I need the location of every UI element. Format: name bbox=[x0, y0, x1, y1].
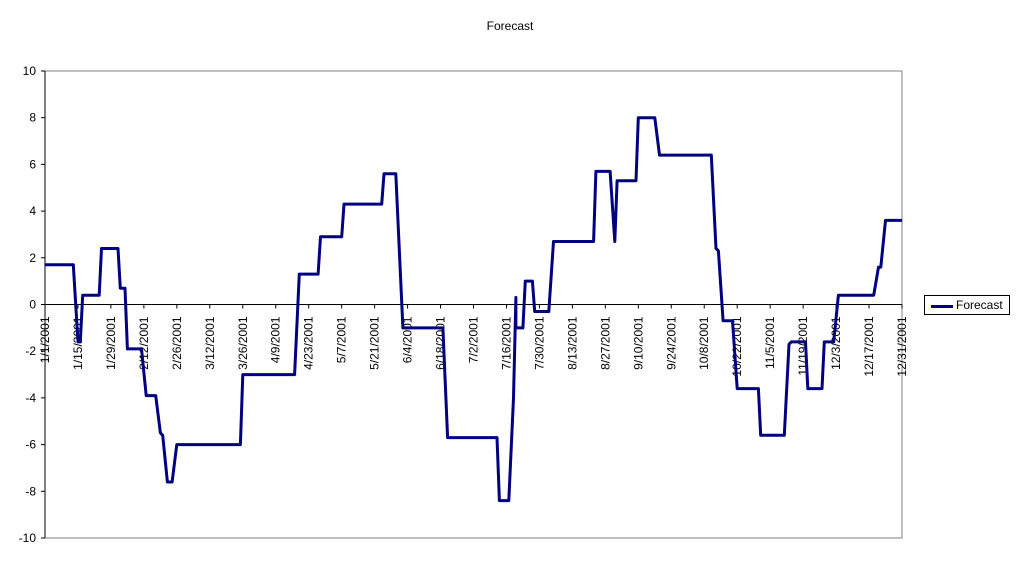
legend-swatch bbox=[931, 305, 953, 308]
y-tick-label: 8 bbox=[29, 111, 36, 125]
x-tick-label: 9/10/2001 bbox=[631, 316, 645, 370]
y-tick-label: 6 bbox=[29, 157, 36, 171]
x-tick-label: 4/23/2001 bbox=[302, 316, 316, 370]
y-tick-label: -8 bbox=[25, 484, 36, 498]
legend: Forecast bbox=[924, 295, 1010, 315]
legend-label: Forecast bbox=[956, 298, 1003, 312]
x-tick-label: 8/27/2001 bbox=[598, 316, 612, 370]
x-tick-label: 1/1/2001 bbox=[38, 316, 52, 363]
x-tick-label: 2/12/2001 bbox=[137, 316, 151, 370]
y-tick-label: -10 bbox=[19, 531, 37, 545]
y-tick-label: 0 bbox=[29, 298, 36, 312]
y-tick-label: -6 bbox=[25, 438, 36, 452]
x-tick-label: 11/5/2001 bbox=[763, 316, 777, 369]
x-tick-label: 7/30/2001 bbox=[532, 316, 546, 370]
x-tick-label: 4/9/2001 bbox=[269, 316, 283, 363]
x-tick-label: 12/31/2001 bbox=[895, 316, 909, 376]
y-tick-label: 2 bbox=[29, 251, 36, 265]
y-tick-label: -4 bbox=[25, 391, 36, 405]
x-tick-label: 12/17/2001 bbox=[862, 316, 876, 376]
x-tick-label: 5/7/2001 bbox=[335, 316, 349, 363]
series-layer bbox=[45, 116, 902, 503]
x-tick-label: 2/26/2001 bbox=[170, 316, 184, 370]
chart-title: Forecast bbox=[486, 19, 534, 33]
x-tick-label: 5/21/2001 bbox=[368, 316, 382, 370]
y-tick-label: -2 bbox=[25, 344, 36, 358]
x-tick-label: 10/8/2001 bbox=[697, 316, 711, 370]
x-tick-label: 3/26/2001 bbox=[236, 316, 250, 370]
series-line-forecast bbox=[45, 116, 902, 503]
x-tick-label: 8/13/2001 bbox=[565, 316, 579, 370]
x-tick-label: 1/29/2001 bbox=[104, 316, 118, 370]
y-tick-label: 4 bbox=[29, 204, 36, 218]
x-tick-label: 7/2/2001 bbox=[467, 316, 481, 363]
y-tick-label: 10 bbox=[23, 64, 37, 78]
x-tick-label: 7/16/2001 bbox=[499, 316, 513, 370]
x-tick-label: 12/3/2001 bbox=[829, 316, 843, 370]
x-tick-label: 3/12/2001 bbox=[203, 316, 217, 370]
x-tick-label: 9/24/2001 bbox=[664, 316, 678, 370]
y-axis: 10 8 6 4 2 0 -2 -4 -6 -8 -10 bbox=[19, 64, 46, 545]
